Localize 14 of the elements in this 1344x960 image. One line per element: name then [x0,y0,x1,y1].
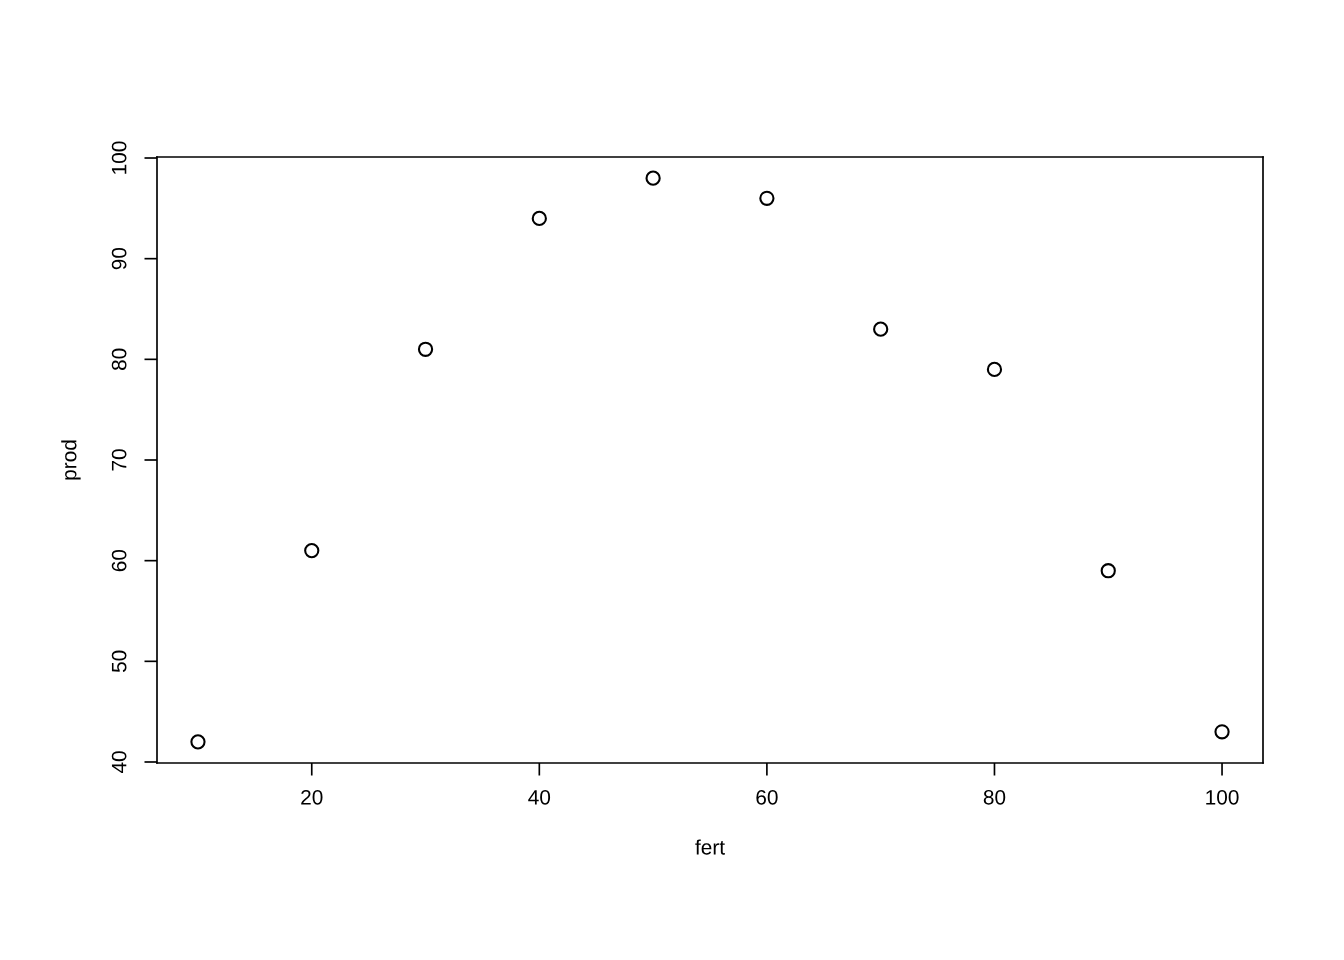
y-tick-label: 100 [111,141,127,174]
x-tick-label: 20 [301,789,323,805]
x-tick-label: 60 [756,789,778,805]
y-tick-label: 40 [111,751,127,774]
y-axis-title: prod [61,440,81,480]
x-tick-label: 100 [1206,789,1239,805]
x-axis-title: fert [695,839,725,855]
y-tick-label: 80 [111,348,127,371]
y-tick-label: 90 [111,247,127,270]
y-tick-label: 50 [111,650,127,673]
x-tick-label: 40 [528,789,551,805]
x-tick-label: 80 [983,789,1006,805]
y-tick-label: 70 [111,449,127,471]
y-tick-label: 60 [111,549,127,572]
